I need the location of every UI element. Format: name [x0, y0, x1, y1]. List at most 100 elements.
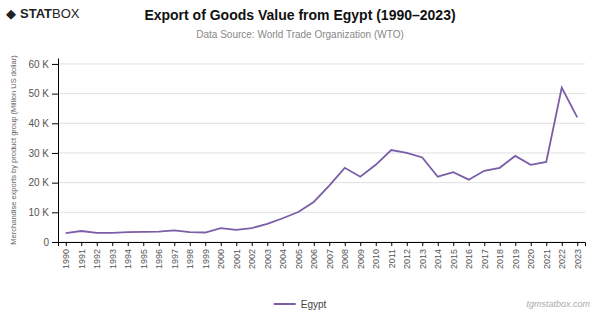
x-tick-mark [453, 242, 454, 246]
x-tick-label: 2007 [325, 249, 335, 269]
x-tick-label: 2017 [480, 249, 490, 269]
x-tick: 2005 [294, 242, 304, 269]
x-tick: 2006 [309, 242, 319, 269]
x-tick-mark [484, 242, 485, 246]
x-tick: 1991 [77, 242, 87, 269]
x-axis: 1990 1991 1992 1993 1994 1995 1996 1997 1998 1999… [59, 242, 586, 269]
y-tick-label: 60 K [28, 59, 49, 70]
x-tick-label: 2004 [278, 249, 288, 269]
y-tick-mark [52, 64, 58, 65]
y-tick-label: 10 K [28, 207, 49, 218]
x-tick-label: 1995 [139, 249, 149, 269]
x-tick-mark [81, 242, 82, 246]
y-tick-mark [52, 242, 58, 243]
x-tick-label: 2005 [294, 249, 304, 269]
x-tick-mark [562, 242, 563, 246]
y-tick-mark [52, 123, 58, 124]
x-tick-mark [531, 242, 532, 246]
x-tick: 1993 [108, 242, 118, 269]
x-tick-label: 2021 [542, 249, 552, 269]
x-tick-mark [236, 242, 237, 246]
x-tick-mark [422, 242, 423, 246]
legend-item: Egypt [274, 299, 327, 310]
legend: Egypt [274, 299, 327, 310]
x-tick-label: 2020 [526, 249, 536, 269]
y-axis: 010 K20 K30 K40 K50 K60 K [28, 59, 58, 248]
x-tick-mark [298, 242, 299, 246]
x-tick-label: 2014 [433, 249, 443, 269]
x-tick-label: 2006 [309, 249, 319, 269]
x-tick-label: 1992 [92, 249, 102, 269]
x-tick-label: 2013 [418, 249, 428, 269]
x-tick-mark [360, 242, 361, 246]
x-tick-label: 2010 [371, 249, 381, 269]
x-tick-mark [329, 242, 330, 246]
y-tick: 20 K [28, 177, 58, 188]
x-tick-mark [221, 242, 222, 246]
x-tick: 2013 [418, 242, 428, 269]
x-tick: 2020 [526, 242, 536, 269]
x-tick: 1995 [139, 242, 149, 269]
x-tick: 2016 [464, 242, 474, 269]
x-tick: 2017 [480, 242, 490, 269]
logo: ◆STATBOX [6, 6, 80, 21]
x-tick-mark [267, 242, 268, 246]
y-tick-label: 30 K [28, 148, 49, 159]
x-tick: 2015 [449, 242, 459, 269]
y-tick-mark [52, 153, 58, 154]
x-tick: 2007 [325, 242, 335, 269]
x-tick: 1996 [154, 242, 164, 269]
x-tick: 2018 [495, 242, 505, 269]
logo-part: BOX [52, 6, 80, 21]
x-tick-label: 2002 [247, 249, 257, 269]
x-tick-mark [128, 242, 129, 246]
x-tick: 1999 [201, 242, 211, 269]
x-tick-label: 1998 [185, 249, 195, 269]
x-tick-mark [546, 242, 547, 246]
x-tick-label: 2008 [340, 249, 350, 269]
x-tick-mark [407, 242, 408, 246]
x-tick-label: 2023 [573, 249, 583, 269]
x-tick: 2000 [216, 242, 226, 269]
x-tick: 2009 [356, 242, 366, 269]
x-tick-label: 2001 [232, 249, 242, 269]
x-tick-mark [515, 242, 516, 246]
x-tick-mark [159, 242, 160, 246]
x-tick-label: 2012 [402, 249, 412, 269]
y-tick-mark [52, 183, 58, 184]
grid-line [58, 93, 585, 94]
grid-line [58, 182, 585, 183]
y-tick-mark [52, 212, 58, 213]
x-tick: 2002 [247, 242, 257, 269]
series-line [66, 88, 578, 233]
x-tick: 2014 [433, 242, 443, 269]
x-tick: 1994 [123, 242, 133, 269]
y-tick-label: 40 K [28, 118, 49, 129]
x-tick-mark [438, 242, 439, 246]
x-tick-label: 1994 [123, 249, 133, 269]
x-tick-mark [66, 242, 67, 246]
y-tick: 30 K [28, 148, 58, 159]
x-tick: 2008 [340, 242, 350, 269]
x-tick-label: 1997 [170, 249, 180, 269]
y-axis-line [58, 59, 59, 243]
x-tick-mark [376, 242, 377, 246]
grid-line [58, 123, 585, 124]
x-tick-label: 1996 [154, 249, 164, 269]
grid [58, 64, 585, 242]
x-tick-mark [143, 242, 144, 246]
y-tick-mark [52, 94, 58, 95]
x-tick-mark [500, 242, 501, 246]
logo-part: STAT [20, 6, 52, 21]
x-tick: 1990 [61, 242, 71, 269]
x-tick: 2012 [402, 242, 412, 269]
x-axis-line [59, 243, 586, 247]
x-tick: 1998 [185, 242, 195, 269]
x-tick-mark [577, 242, 578, 246]
y-tick: 60 K [28, 59, 58, 70]
x-tick-label: 2019 [511, 249, 521, 269]
x-tick-mark [314, 242, 315, 246]
grid-line [58, 63, 585, 64]
x-tick-mark [252, 242, 253, 246]
x-tick-label: 2015 [449, 249, 459, 269]
